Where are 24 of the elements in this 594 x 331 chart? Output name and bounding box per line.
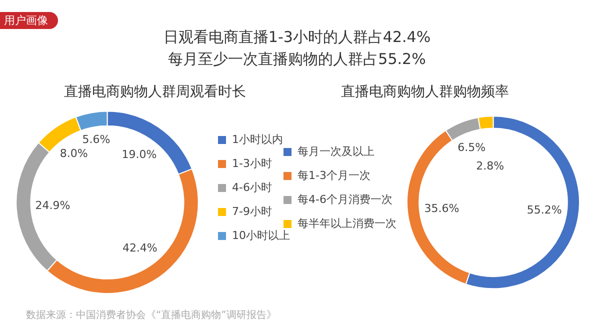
data-label: 6.5% — [458, 140, 486, 154]
data-label: 2.8% — [476, 159, 504, 172]
legend-label: 1-3小时 — [232, 156, 272, 170]
legend-label: 每半年以上消费一次 — [298, 216, 396, 230]
legend-label: 每月一次及以上 — [298, 144, 374, 158]
data-label: 5.6% — [82, 133, 110, 146]
source-note: 数据来源：中国消费者协会《“直播电商购物”调研报告》 — [26, 308, 276, 322]
data-label: 19.0% — [122, 148, 157, 162]
text: 用户画像 — [0, 12, 58, 29]
chart-title: 直播电商购物人群周观看时长 — [64, 84, 246, 100]
legend-label: 每4-6个月消费一次 — [298, 192, 392, 206]
data-label: 55.2% — [526, 204, 562, 217]
data-label: 35.6% — [424, 202, 460, 216]
legend-label: 4-6小时 — [232, 180, 272, 194]
text: 每月至少一次直播购物的人群占55.2% — [167, 50, 427, 69]
legend-label: 每1-3个月一次 — [298, 168, 370, 182]
data-label: 8.0% — [60, 146, 88, 160]
legend-label: 7-9小时 — [232, 204, 272, 218]
text: 日观看电商直播1-3小时的人群占42.4% — [162, 28, 432, 47]
data-label: 42.4% — [122, 242, 158, 255]
data-label: 24.9% — [35, 198, 70, 212]
legend-label: 1小时以内 — [232, 132, 284, 146]
chart-title: 直播电商购物人群购物频率 — [341, 84, 509, 100]
legend-label: 10小时以上 — [232, 228, 290, 242]
